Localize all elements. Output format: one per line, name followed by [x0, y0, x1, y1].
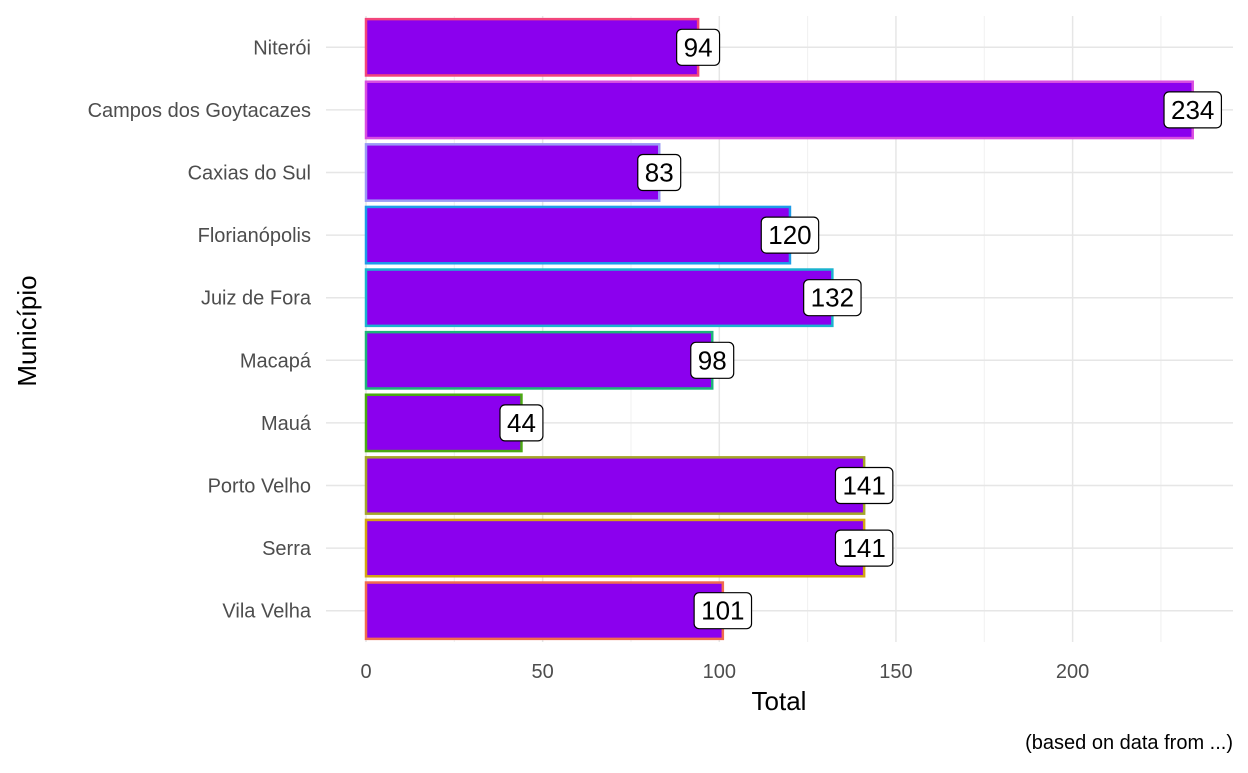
bar	[364, 518, 866, 578]
data-label-layer: 94 234 83 120 132 98 44 141 141 101	[499, 28, 1223, 630]
data-label: 234	[1163, 91, 1223, 129]
y-tick-label: Campos dos Goytacazes	[88, 100, 311, 122]
data-label-text: 234	[1171, 95, 1214, 125]
data-label: 101	[693, 592, 753, 630]
x-tick-label: 200	[1056, 661, 1089, 683]
data-label: 44	[499, 404, 544, 442]
y-tick-label: Mauá	[261, 413, 312, 435]
data-label: 132	[803, 279, 862, 317]
data-label-box	[676, 28, 721, 66]
bar	[364, 17, 700, 77]
y-tick-label: Juiz de Fora	[201, 288, 312, 310]
y-tick-label: Vila Velha	[222, 601, 311, 623]
data-label: 83	[637, 153, 682, 192]
data-label-box	[834, 529, 894, 567]
y-tick-label: Florianópolis	[198, 225, 311, 247]
bar	[364, 205, 792, 265]
data-label: 141	[834, 529, 894, 567]
data-label-box	[1163, 91, 1223, 129]
data-label-box	[499, 404, 544, 442]
data-label-text: 94	[684, 32, 713, 62]
y-tick-label: Macapá	[240, 350, 312, 372]
y-tick-label: Porto Velho	[208, 476, 311, 498]
y-tick-label: Serra	[262, 538, 312, 560]
x-tick-label: 100	[703, 661, 736, 683]
data-label-text: 141	[842, 533, 885, 563]
data-label: 94	[676, 28, 721, 66]
data-label-box	[690, 341, 735, 379]
data-label-text: 83	[645, 158, 674, 188]
bar	[364, 581, 725, 641]
data-label-text: 44	[507, 408, 536, 438]
bar	[364, 268, 834, 328]
bar	[364, 143, 661, 202]
bar	[364, 393, 523, 453]
data-label-box	[637, 153, 682, 192]
x-tick-label: 50	[532, 661, 554, 683]
data-label-box	[803, 279, 862, 317]
x-axis-title: Total	[752, 686, 807, 716]
data-label: 120	[760, 216, 820, 254]
data-label-box	[760, 216, 820, 254]
y-axis-title: Município	[12, 275, 42, 386]
x-tick-label: 0	[360, 661, 371, 683]
y-tick-label: Caxias do Sul	[188, 163, 311, 185]
data-label-text: 132	[811, 283, 854, 313]
y-tick-label: Niterói	[253, 37, 311, 59]
bar	[364, 330, 714, 390]
data-label-text: 101	[701, 596, 744, 626]
data-label-text: 120	[768, 220, 811, 250]
data-label: 98	[690, 341, 735, 379]
data-label-text: 98	[698, 345, 727, 375]
x-tick-label: 150	[879, 661, 912, 683]
data-label-box	[693, 592, 753, 630]
tick-layer: Niterói Campos dos Goytacazes Caxias do Su…	[88, 37, 1090, 683]
bar	[364, 456, 866, 515]
bar-layer	[364, 17, 1194, 641]
data-label: 141	[834, 466, 894, 505]
data-label-text: 141	[842, 471, 885, 501]
data-label-box	[834, 466, 894, 505]
caption: (based on data from ...)	[1025, 732, 1233, 754]
bar	[364, 80, 1194, 140]
